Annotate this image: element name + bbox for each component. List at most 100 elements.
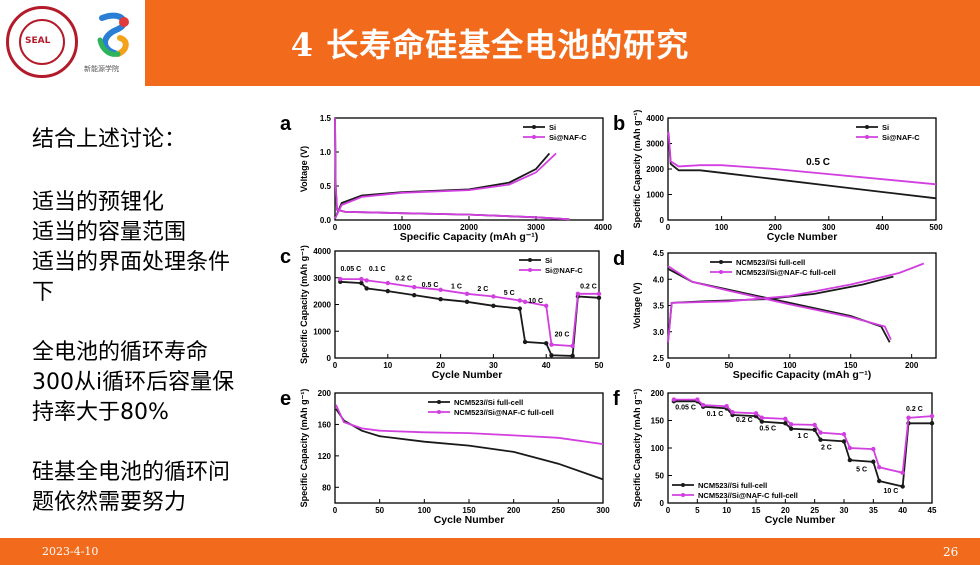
x-tick-label: 50: [595, 361, 604, 370]
series-line: [667, 265, 892, 340]
series-line: [334, 117, 570, 221]
text-line: 适当的预锂化: [32, 190, 165, 215]
x-axis-label: Cycle Number: [767, 231, 838, 243]
y-tick-label: 120: [318, 452, 332, 461]
panel-label: e: [280, 388, 291, 410]
x-tick-label: 0: [333, 223, 338, 232]
data-point: [385, 288, 390, 294]
legend-marker: [719, 260, 723, 264]
footer-bar: [0, 538, 980, 565]
legend-label: Si@NAF-C: [549, 133, 587, 142]
x-tick-label: 200: [507, 506, 521, 515]
y-tick-label: 2000: [313, 301, 331, 310]
x-tick-label: 40: [898, 506, 907, 515]
chart-panel-b: b 0 100 200 300 400 500 0 1000 2000 3000 4000 Cycle …: [613, 110, 943, 243]
text-line: 下: [32, 280, 55, 305]
data-point: [695, 397, 700, 402]
x-tick-label: 100: [783, 361, 797, 370]
text-line: 300从i循环后容量保: [32, 370, 235, 395]
data-point: [730, 410, 735, 415]
data-point: [877, 465, 882, 470]
data-point: [517, 306, 522, 311]
legend-label: Si@NAF-C: [882, 133, 920, 142]
x-tick-label: 150: [462, 506, 476, 515]
series-line: [667, 133, 937, 200]
legend-marker: [681, 493, 685, 497]
y-tick-label: 0: [327, 354, 332, 363]
legend-label: NCM523//Si@NAF-C full-cell: [736, 268, 836, 277]
annotation-label: 0.2 C: [736, 417, 753, 424]
seal-text: SEAL: [25, 36, 51, 46]
x-axis-label: Specific Capacity (mAh g⁻¹): [733, 369, 872, 381]
text-line: 题依然需要努力: [32, 490, 187, 515]
series-line: [673, 398, 933, 474]
text-line: 全电池的循环寿命: [32, 340, 209, 365]
legend-label: NCM523//Si full-cell: [698, 481, 767, 490]
annotation-label: 2 C: [477, 286, 488, 293]
legend-label: Si@NAF-C: [545, 266, 583, 275]
data-point: [789, 426, 794, 431]
data-point: [412, 292, 417, 298]
legend-marker: [719, 270, 723, 274]
panel-label: d: [613, 248, 625, 270]
y-tick-label: 3.5: [653, 302, 665, 311]
x-tick-label: 0: [333, 361, 338, 370]
chart-panel-d: d 0 50 100 150 200 2.5 3.0 3.5 4.0 4.5 Specific Cap…: [613, 248, 937, 381]
y-axis-label: Voltage (V): [299, 146, 309, 192]
y-tick-label: 1000: [646, 191, 664, 200]
legend-marker: [437, 400, 441, 404]
data-point: [364, 278, 369, 283]
data-point: [818, 430, 823, 435]
x-tick-label: 0: [666, 361, 671, 370]
legend-label: NCM523//Si full-cell: [736, 258, 805, 267]
y-tick-label: 0: [660, 499, 665, 508]
y-axis-label: Voltage (V): [632, 282, 642, 328]
series-line: [335, 404, 604, 445]
data-point: [491, 303, 496, 309]
y-tick-label: 200: [651, 389, 665, 398]
legend-marker: [532, 135, 536, 139]
logo-area: SEAL 新能源学院: [0, 0, 145, 86]
x-tick-label: 4000: [594, 223, 612, 232]
text-line: 适当的容量范围: [32, 220, 187, 245]
text-line: 硅基全电池的循环问: [32, 460, 231, 485]
y-tick-label: 3000: [313, 274, 331, 283]
panel-label: f: [613, 388, 620, 410]
text-block-4: 硅基全电池的循环问 题依然需要努力: [32, 458, 272, 518]
text-line: 适当的界面处理条件: [32, 250, 231, 275]
legend-marker: [865, 125, 869, 129]
x-tick-label: 300: [822, 223, 836, 232]
data-point: [570, 353, 575, 359]
data-point: [847, 445, 853, 451]
series-line: [673, 400, 932, 488]
series-line: [334, 152, 557, 219]
x-axis-label: Cycle Number: [432, 369, 503, 381]
y-axis-label: Specific Capacity (mAh g⁻¹): [299, 389, 309, 508]
text-line: 结合上述讨论：: [32, 127, 187, 152]
data-point: [570, 343, 575, 349]
legend-marker: [528, 258, 532, 262]
legend-label: Si: [545, 256, 552, 265]
data-point: [338, 276, 343, 282]
x-tick-label: 0: [333, 506, 338, 515]
legend-label: Si: [882, 123, 889, 132]
series-line: [667, 262, 925, 343]
x-tick-label: 1000: [393, 223, 411, 232]
x-tick-label: 200: [769, 223, 783, 232]
annotation-label: 2 C: [821, 445, 832, 452]
data-point: [759, 415, 765, 420]
x-axis-label: Cycle Number: [434, 514, 505, 526]
x-tick-label: 5: [695, 506, 700, 515]
annotation-label: 0.2 C: [395, 275, 412, 282]
annotation-label: 0.1 C: [369, 266, 386, 273]
annotation-label: 10 C: [884, 488, 899, 495]
data-point: [359, 280, 364, 286]
annotation-label: 1 C: [451, 283, 462, 290]
data-point: [847, 457, 853, 463]
data-point: [753, 411, 759, 416]
data-point: [438, 287, 443, 292]
y-tick-label: 0: [660, 216, 665, 225]
legend-marker: [532, 125, 536, 129]
